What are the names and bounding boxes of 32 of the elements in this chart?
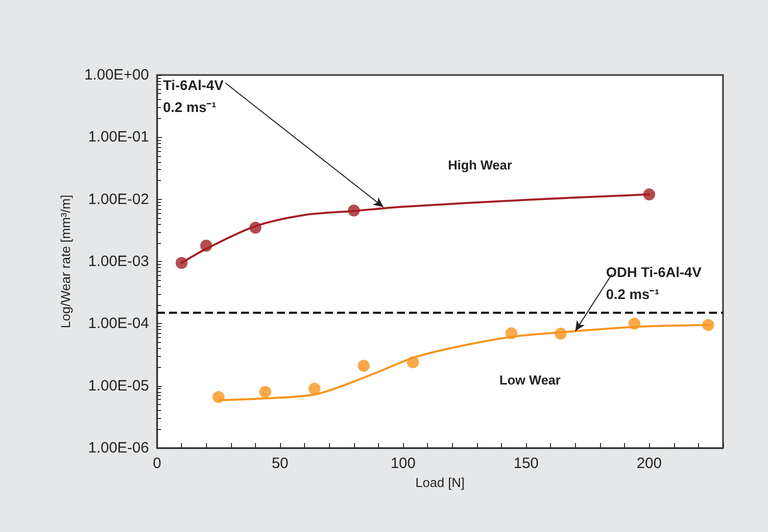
point <box>212 391 225 404</box>
point <box>358 360 370 372</box>
annotation: ODH Ti-6Al-4V 0.2 ms⁻¹ <box>606 264 702 302</box>
point <box>702 319 714 332</box>
point <box>628 318 640 330</box>
point <box>308 382 320 395</box>
x-axis-title: Load [N] <box>415 474 465 490</box>
point <box>406 356 419 368</box>
x-tick-label: 0 <box>152 455 162 472</box>
annotation: Low Wear <box>499 372 561 388</box>
annotation: Ti-6Al-4V 0.2 ms⁻¹ <box>163 77 224 115</box>
y-tick-label: 1.00E-06 <box>88 440 149 456</box>
y-tick-label: 1.00E-03 <box>88 253 149 270</box>
point <box>348 204 360 217</box>
point <box>249 222 262 234</box>
point <box>176 256 188 269</box>
x-tick-label: 50 <box>272 455 288 472</box>
x-tick-label: 100 <box>390 455 416 472</box>
y-tick-label: 1.00E-05 <box>88 377 149 394</box>
annotation: High Wear <box>448 158 512 172</box>
y-tick-label: 1.00E-04 <box>88 315 149 332</box>
y-tick-label: 1.00E-02 <box>88 190 149 208</box>
point <box>554 328 567 340</box>
x-tick-label: 150 <box>514 455 539 472</box>
y-tick-label: 1.00E+00 <box>84 66 149 84</box>
point <box>643 188 656 200</box>
x-tick-label: 200 <box>636 455 662 472</box>
point <box>259 386 272 398</box>
y-tick-label: 1.00E-01 <box>88 128 149 146</box>
point <box>505 327 518 340</box>
point <box>200 240 212 252</box>
y-axis-title: Log/Wear rate [mm³/m] <box>58 194 73 328</box>
